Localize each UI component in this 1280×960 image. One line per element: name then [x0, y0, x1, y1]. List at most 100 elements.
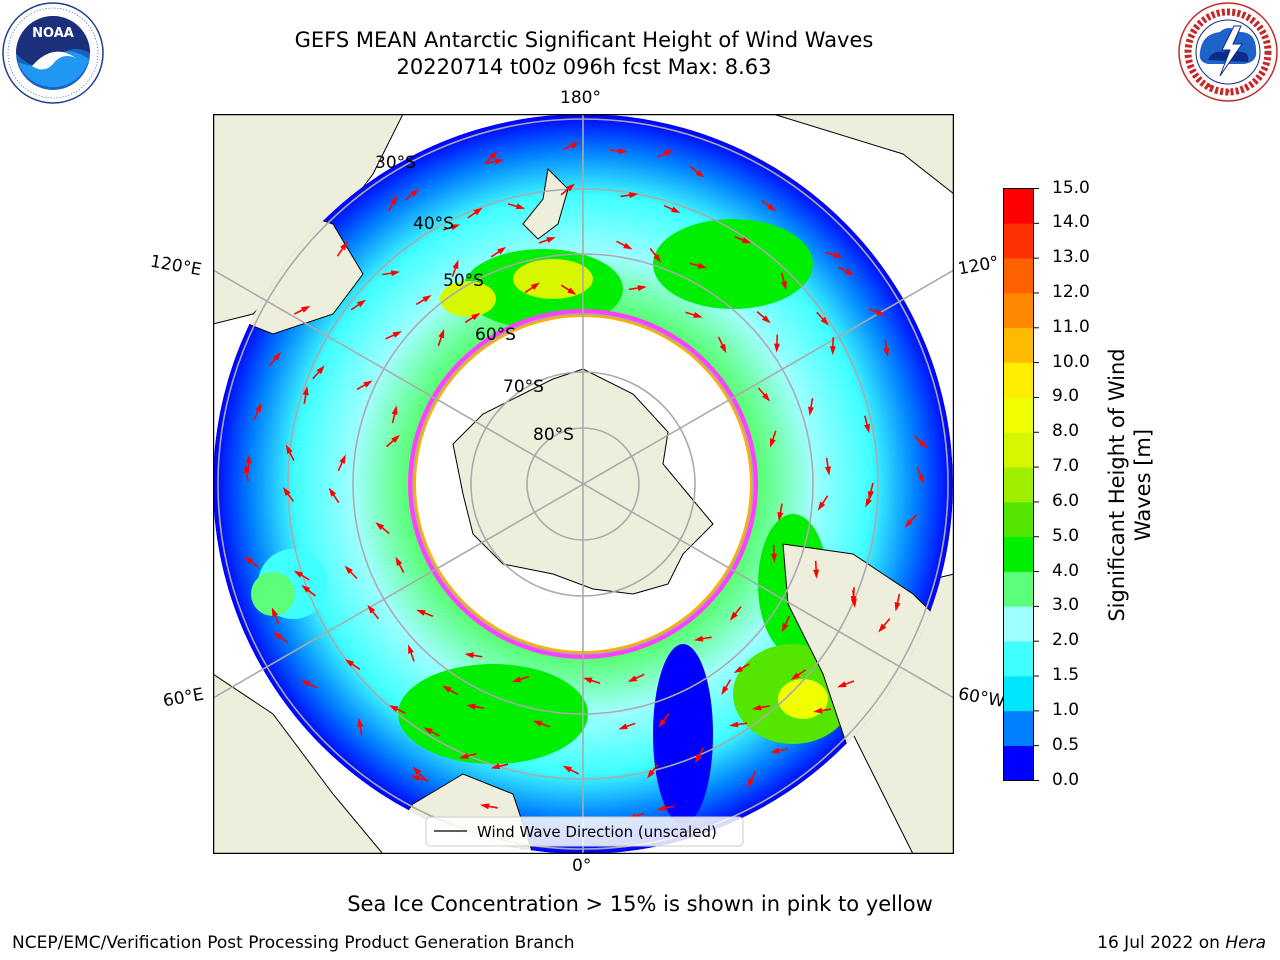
wave-arrow-head: [282, 486, 291, 496]
wave-arrow-head: [328, 487, 337, 497]
colorbar-block: [1003, 745, 1034, 781]
colorbar-label: Significant Height of Wind Waves [m]: [1105, 348, 1155, 622]
wave-arrow-head: [511, 676, 522, 683]
wave-arrow-head: [844, 268, 855, 276]
wave-arrow-head: [790, 672, 800, 681]
wave-arrow-head: [883, 348, 890, 358]
lat-label-30: 30°S: [375, 153, 416, 173]
wave-arrow-head: [497, 246, 507, 255]
colorbar-tick-label: 11.0: [1052, 316, 1090, 337]
wave-arrow-head: [567, 287, 577, 295]
colorbar-block: [1003, 571, 1034, 607]
lon-label-60e: 60°E: [161, 684, 206, 712]
wave-arrow-head: [647, 769, 655, 779]
wave-arrow-head: [829, 346, 836, 356]
colorbar-block: [1003, 641, 1034, 677]
wave-arrow-head: [719, 343, 727, 354]
colorbar-tick-label: 3.0: [1052, 595, 1080, 616]
chart-subtitle: 20220714 t00z 096h fcst Max: 8.63: [396, 55, 772, 79]
wave-arrow-head: [837, 681, 847, 688]
wave-arrow-head: [658, 718, 667, 728]
colorbar: [1003, 188, 1039, 781]
wave-arrow-head: [562, 765, 573, 773]
wave-arrow-head: [865, 498, 872, 508]
wave-arrow-head: [301, 305, 311, 313]
wave-arrow-head: [344, 565, 353, 575]
wave-arrow-head: [300, 680, 311, 687]
colorbar-block: [1003, 223, 1034, 259]
wave-arrow-head: [408, 644, 414, 654]
colorbar-tick-label: 7.0: [1052, 456, 1080, 477]
wave-arrow-head: [255, 402, 262, 413]
colorbar-block: [1003, 188, 1034, 224]
wave-arrow-head: [464, 652, 474, 659]
wave-arrow-head: [904, 519, 913, 528]
wave-arrow-head: [729, 721, 739, 728]
wave-arrow-head: [245, 454, 252, 464]
wave-arrow-head: [471, 312, 481, 321]
wave-arrow-head: [780, 280, 787, 291]
wave-arrow-head: [302, 385, 309, 396]
wave-arrow-head: [767, 203, 777, 212]
wave-arrow-head: [244, 556, 254, 565]
colorbar-tick-label: 0.0: [1052, 769, 1080, 790]
wave-arrow-head: [694, 754, 702, 764]
graticule: [213, 114, 954, 854]
generation-date: 16 Jul 2022 on Hera: [1097, 933, 1266, 953]
wave-arrow-head: [918, 440, 928, 449]
producer-credit: NCEP/EMC/Verification Post Processing Pr…: [12, 933, 575, 953]
colorbar-block: [1003, 292, 1034, 329]
wave-arrow-head: [466, 703, 476, 710]
colorbar-block: [1003, 467, 1034, 503]
wave-arrow-head: [530, 282, 540, 290]
wave-arrow-head: [695, 169, 705, 178]
colorbar-tick-label: 6.0: [1052, 490, 1080, 511]
wave-arrow-head: [390, 270, 401, 277]
host-name: Hera: [1225, 933, 1266, 953]
sea-ice-note: Sea Ice Concentration > 15% is shown in …: [347, 892, 933, 916]
wave-arrow-head: [693, 312, 703, 318]
wave-arrow-head: [771, 553, 777, 563]
wave-arrow-head: [656, 805, 667, 811]
wave-arrow-head: [878, 623, 887, 633]
lon-label-60w: 60°W: [956, 684, 1007, 712]
colorbar-tick-label: 12.0: [1052, 281, 1090, 302]
lon-label-120w: 120°: [956, 252, 1001, 280]
wave-arrow-head: [515, 203, 526, 210]
wave-arrow-head: [670, 206, 681, 213]
wave-arrow-head: [824, 466, 831, 476]
wave-arrow-head: [422, 294, 432, 303]
wave-arrow-head: [316, 365, 325, 375]
wave-arrow-head: [623, 242, 633, 250]
wave-arrow-head: [438, 328, 445, 339]
wave-arrow-head: [664, 149, 674, 157]
colorbar-block: [1003, 606, 1034, 642]
wave-arrow-head: [850, 598, 857, 608]
wave-arrow-head: [820, 316, 829, 326]
chart-title: GEFS MEAN Antarctic Significant Height o…: [294, 28, 874, 52]
wave-arrow-head: [864, 423, 870, 434]
colorbar-block: [1003, 432, 1034, 468]
colorbar-tick-label: 1.0: [1052, 699, 1080, 720]
noaa-logo: NOAA: [2, 2, 104, 104]
wave-arrow-head: [733, 665, 744, 674]
wave-arrow-head: [271, 607, 278, 617]
nws-logo: [1178, 2, 1278, 102]
wave-arrow-head: [410, 775, 421, 782]
wave-arrow-head: [697, 262, 708, 269]
wave-arrow-head: [875, 309, 886, 316]
colorbar-tick-label: 0.5: [1052, 734, 1080, 755]
wave-arrow-head: [627, 675, 638, 683]
wave-arrow-head: [917, 474, 924, 485]
wave-arrow-head: [618, 147, 628, 154]
wave-arrow-head: [653, 253, 662, 263]
wave-arrow-head: [452, 259, 459, 270]
wave-arrow-head: [490, 763, 501, 770]
colorbar-tick-label: 5.0: [1052, 525, 1080, 546]
wave-arrow-head: [693, 635, 704, 642]
lon-label-180: 180°: [560, 88, 601, 108]
wave-arrow-head: [243, 463, 250, 474]
wave-arrow-head: [637, 285, 647, 292]
wave-arrow-head: [479, 803, 490, 810]
wave-arrow-head: [489, 151, 498, 160]
